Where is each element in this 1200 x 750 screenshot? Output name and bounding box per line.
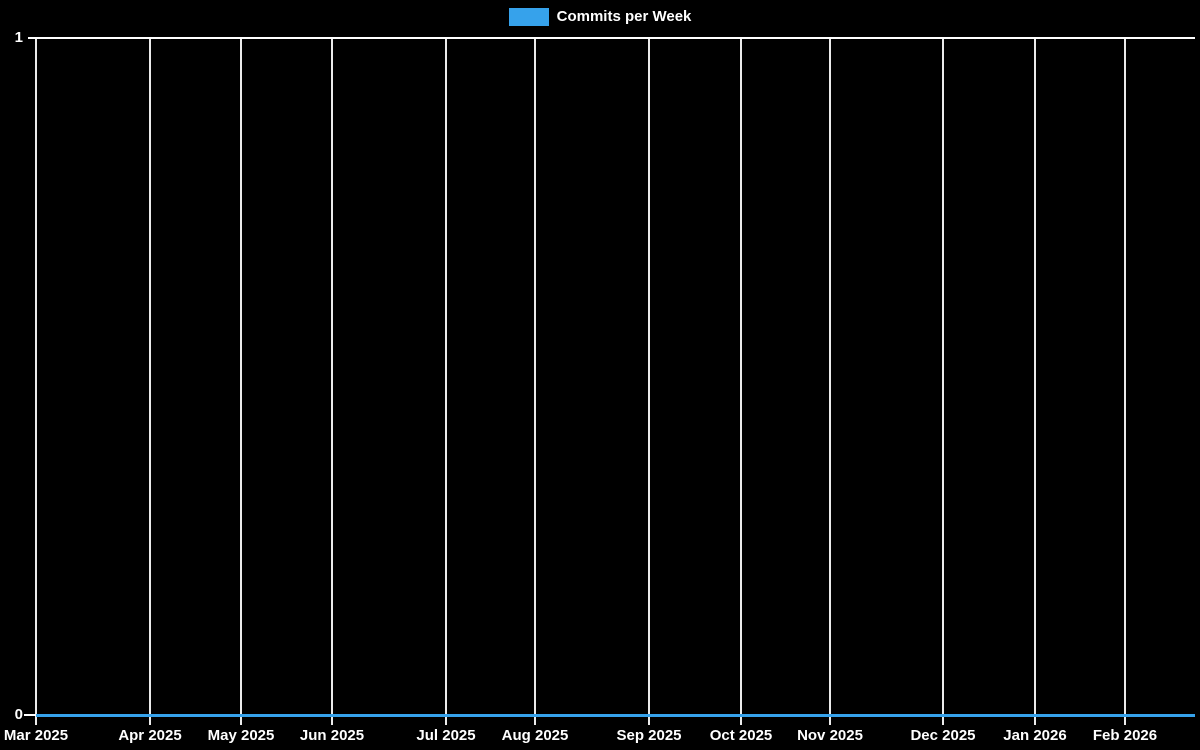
x-axis-tick-label: Jun 2025 [299, 727, 365, 744]
gridline-month-feb [1124, 39, 1126, 725]
y-axis-tick-label-1: 1 [14, 29, 23, 46]
legend-item-commits-per-week[interactable]: Commits per Week [508, 8, 692, 26]
gridline-month-jan [1034, 39, 1036, 725]
gridline-month-jul [445, 39, 447, 725]
gridline-month-mar [35, 39, 37, 725]
gridline-month-nov [829, 39, 831, 725]
gridline-y-1 [28, 37, 1195, 39]
x-axis-tick-label: Jul 2025 [416, 727, 476, 744]
x-axis-tick-label: Oct 2025 [709, 727, 773, 744]
gridline-month-sep [648, 39, 650, 725]
gridline-month-oct [740, 39, 742, 725]
x-axis-tick-label: Sep 2025 [616, 727, 682, 744]
gridline-month-aug [534, 39, 536, 725]
y-axis-tick-mark [24, 714, 36, 716]
gridline-month-jun [331, 39, 333, 725]
gridline-month-dec [942, 39, 944, 725]
x-axis-tick-label: Apr 2025 [118, 727, 182, 744]
legend-color-swatch [508, 8, 549, 26]
x-axis-tick-label: Nov 2025 [797, 727, 863, 744]
legend-label: Commits per Week [556, 8, 692, 25]
y-axis-tick-label-0: 0 [14, 706, 23, 723]
x-axis-tick-label: Aug 2025 [501, 727, 569, 744]
gridline-month-apr [149, 39, 151, 725]
x-axis-tick-label: May 2025 [207, 727, 275, 744]
chart-legend: Commits per Week [0, 8, 1200, 26]
x-axis-tick-label: Jan 2026 [1003, 727, 1067, 744]
x-axis-tick-label: Dec 2025 [910, 727, 976, 744]
x-axis-tick-label: Mar 2025 [3, 727, 69, 744]
gridline-month-may [240, 39, 242, 725]
data-line-commits-per-week [36, 714, 1195, 717]
x-axis-tick-label: Feb 2026 [1092, 727, 1158, 744]
